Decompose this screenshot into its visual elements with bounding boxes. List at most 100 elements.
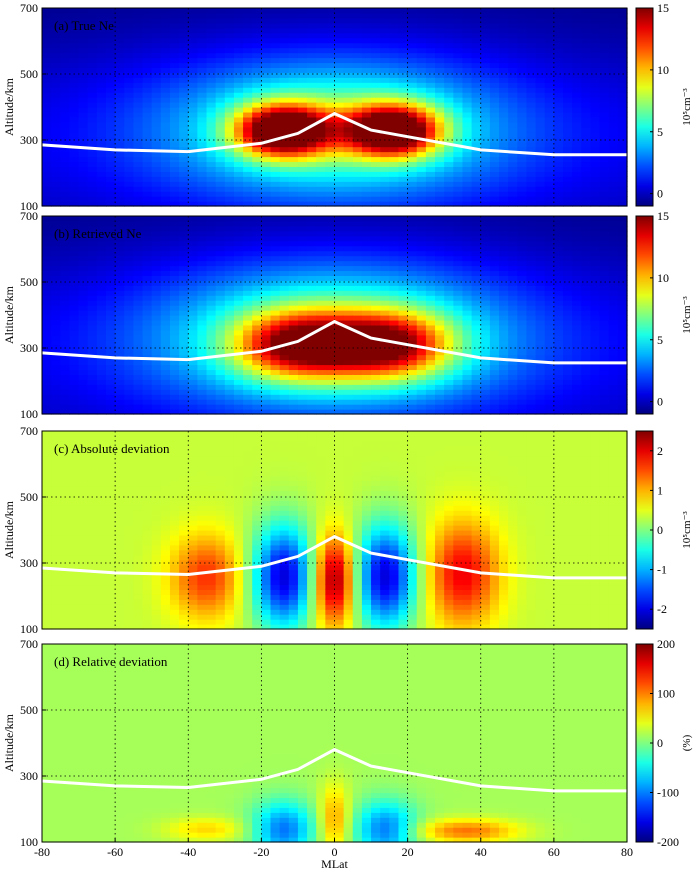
heatmap-cell <box>96 240 107 247</box>
heatmap-cell <box>215 324 226 331</box>
heatmap-cell <box>590 102 601 108</box>
heatmap-cell <box>526 136 537 143</box>
heatmap-cell <box>142 310 153 316</box>
heatmap-cell <box>307 151 317 158</box>
heatmap-cell <box>179 116 189 123</box>
heatmap-cell <box>508 349 518 356</box>
heatmap-cell <box>489 171 500 177</box>
heatmap-cell <box>389 344 400 351</box>
heatmap-cell <box>371 285 381 291</box>
heatmap-cell <box>572 62 582 68</box>
heatmap-cell <box>42 116 52 123</box>
heatmap-cell <box>526 156 537 163</box>
heatmap-cell <box>105 111 116 118</box>
heatmap-cell <box>316 359 326 366</box>
heatmap-cell <box>371 97 381 103</box>
heatmap-cell <box>572 344 582 351</box>
heatmap-cell <box>499 136 509 143</box>
heatmap-cell <box>51 186 61 192</box>
heatmap-cell <box>261 57 272 64</box>
heatmap-cell <box>343 260 354 267</box>
heatmap-cell <box>142 37 153 44</box>
heatmap-cell <box>206 290 217 296</box>
heatmap-cell <box>590 146 601 153</box>
heatmap-cell <box>444 344 454 351</box>
heatmap-cell <box>316 344 326 351</box>
heatmap-cell <box>617 121 628 128</box>
heatmap-cell <box>435 92 445 98</box>
heatmap-cell <box>581 161 592 167</box>
heatmap-cell <box>51 290 61 296</box>
heatmap-cell <box>471 171 482 177</box>
heatmap-cell <box>398 295 409 301</box>
heatmap-cell <box>188 156 198 163</box>
heatmap-cell <box>526 334 537 341</box>
heatmap-cell <box>544 57 555 64</box>
heatmap-cell <box>51 131 61 138</box>
heatmap-cell <box>572 255 582 262</box>
heatmap-cell <box>563 111 573 118</box>
heatmap-cell <box>361 399 372 405</box>
heatmap-cell <box>361 245 372 252</box>
heatmap-cell <box>590 136 601 143</box>
heatmap-cell <box>261 201 272 207</box>
heatmap-cell <box>169 389 180 395</box>
heatmap-cell <box>334 196 345 202</box>
heatmap-cell <box>42 225 52 232</box>
heatmap-cell <box>279 359 290 366</box>
heatmap-cell <box>261 191 272 197</box>
heatmap-cell <box>42 171 52 177</box>
heatmap-cell <box>42 126 52 133</box>
heatmap-cell <box>179 240 189 247</box>
heatmap-cell <box>416 290 427 296</box>
heatmap-cell <box>416 394 427 400</box>
heatmap-cell <box>416 339 427 346</box>
heatmap-cell <box>243 161 253 167</box>
heatmap-cell <box>179 201 189 207</box>
heatmap-cell <box>206 67 217 73</box>
heatmap-cell <box>261 315 272 321</box>
heatmap-cell <box>526 369 537 375</box>
heatmap-cell <box>343 409 354 415</box>
heatmap-cell <box>51 136 61 143</box>
heatmap-cell <box>608 121 619 128</box>
heatmap-cell <box>42 315 52 321</box>
heatmap-cell <box>563 52 573 59</box>
heatmap-cell <box>334 176 345 182</box>
heatmap-cell <box>233 310 244 316</box>
heatmap-cell <box>389 107 400 113</box>
heatmap-cell <box>307 196 317 202</box>
heatmap-cell <box>124 394 135 400</box>
heatmap-cell <box>480 409 491 415</box>
heatmap-cell <box>489 250 500 257</box>
heatmap-cell <box>151 305 162 311</box>
heatmap-cell <box>261 399 272 405</box>
heatmap-cell <box>343 334 354 341</box>
heatmap-cell <box>334 121 345 128</box>
heatmap-cell <box>453 220 464 227</box>
heatmap-cell <box>471 255 482 262</box>
heatmap-cell <box>179 32 189 39</box>
heatmap-cell <box>526 394 537 400</box>
heatmap-cell <box>124 121 135 128</box>
heatmap-cell <box>105 42 116 49</box>
heatmap-cell <box>352 369 363 375</box>
heatmap-cell <box>69 52 80 59</box>
heatmap-cell <box>60 67 71 73</box>
heatmap-cell <box>435 102 445 108</box>
heatmap-cell <box>96 285 107 291</box>
heatmap-cell <box>416 191 427 197</box>
heatmap-cell <box>188 201 198 207</box>
heatmap-cell <box>252 121 262 128</box>
heatmap-cell <box>453 255 464 262</box>
heatmap-cell <box>96 394 107 400</box>
heatmap-cell <box>325 384 336 390</box>
heatmap-cell <box>444 57 454 64</box>
heatmap-cell <box>105 369 116 375</box>
heatmap-cell <box>51 27 61 34</box>
heatmap-cell <box>307 67 317 73</box>
heatmap-cell <box>517 77 528 83</box>
heatmap-cell <box>270 8 281 14</box>
heatmap-cell <box>499 42 509 49</box>
heatmap-cell <box>453 191 464 197</box>
